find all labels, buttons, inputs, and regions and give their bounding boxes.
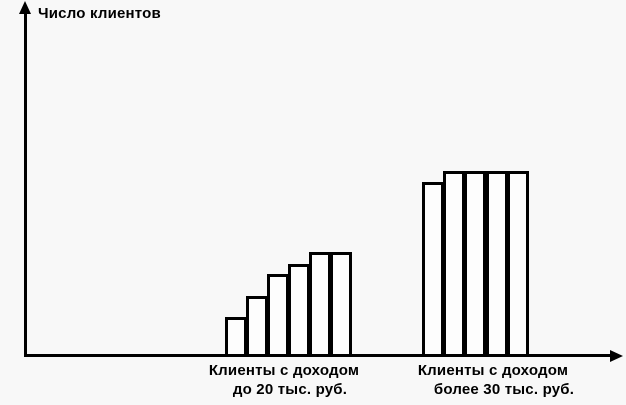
bar-high-income-clients-5 bbox=[507, 171, 529, 357]
group-label-line-2: более 30 тыс. руб. bbox=[433, 381, 575, 398]
bar-low-income-clients-6 bbox=[330, 252, 352, 357]
group-label-line-2: до 20 тыс. руб. bbox=[232, 381, 348, 398]
bar-high-income-clients-1 bbox=[422, 182, 444, 357]
bar-low-income-clients-5 bbox=[309, 252, 331, 357]
bar-high-income-clients-2 bbox=[443, 171, 465, 357]
group-label-line-1: Клиенты с доходом bbox=[417, 362, 569, 379]
group-label-line-1: Клиенты с доходом bbox=[208, 362, 360, 379]
group-label-low-income: Клиенты с доходом до 20 тыс. руб. bbox=[188, 361, 380, 399]
y-axis-arrowhead-icon bbox=[19, 1, 31, 14]
bar-low-income-clients-4 bbox=[288, 264, 310, 357]
group-label-high-income: Клиенты с доходом более 30 тыс. руб. bbox=[395, 361, 591, 399]
bar-high-income-clients-4 bbox=[486, 171, 508, 357]
bar-high-income-clients-3 bbox=[464, 171, 486, 357]
bar-low-income-clients-3 bbox=[267, 274, 289, 357]
y-axis-line bbox=[24, 10, 27, 357]
bar-low-income-clients-2 bbox=[246, 296, 268, 357]
bar-low-income-clients-1 bbox=[225, 317, 247, 357]
y-axis-title: Число клиентов bbox=[38, 5, 161, 22]
x-axis-arrowhead-icon bbox=[610, 349, 623, 362]
